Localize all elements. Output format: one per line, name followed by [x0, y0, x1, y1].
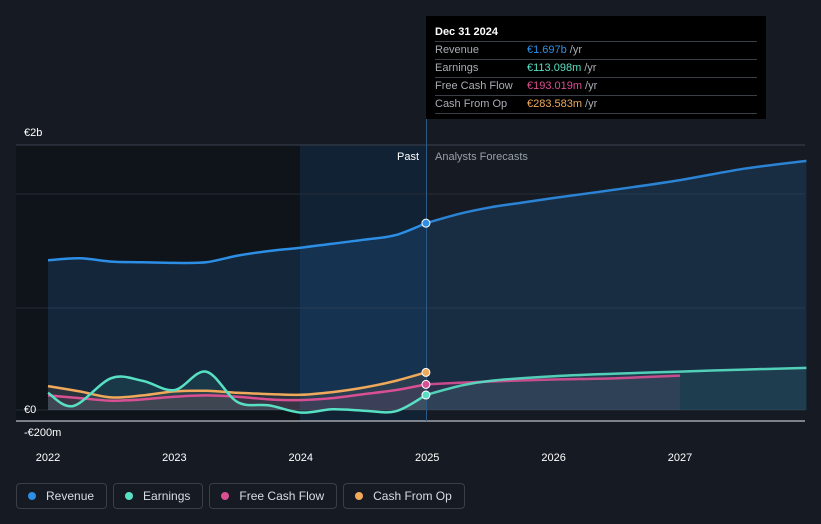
free-cash-flow-area	[48, 375, 680, 410]
past-label: Past	[397, 151, 419, 163]
revenue-marker-dot	[421, 218, 431, 228]
tooltip-value: €1.697b	[527, 44, 567, 56]
free-cash-flow-line-past	[47, 383, 427, 402]
tooltip-value: €193.019m	[527, 80, 583, 92]
x-tick-label: 2022	[36, 452, 60, 464]
tooltip-label: Earnings	[435, 62, 479, 74]
revenue-area	[48, 160, 807, 410]
earnings-marker-dot	[421, 390, 431, 400]
legend-item-free-cash-flow[interactable]: Free Cash Flow	[209, 483, 338, 509]
forecast-label: Analysts Forecasts	[435, 151, 528, 163]
legend: Revenue Earnings Free Cash Flow Cash Fro…	[16, 483, 465, 509]
revenue-line-past	[47, 222, 427, 265]
legend-label: Free Cash Flow	[239, 489, 325, 503]
revenue-line-forecast	[425, 159, 807, 225]
x-tick-label: 2025	[415, 452, 439, 464]
earnings-line-forecast	[425, 366, 807, 397]
legend-dot-icon	[221, 492, 230, 500]
legend-item-cash-from-op[interactable]: Cash From Op	[343, 483, 465, 509]
tooltip-unit: /yr	[569, 44, 582, 56]
y-label-bottom: -€200m	[24, 427, 61, 439]
highlight-band	[300, 145, 427, 421]
tooltip-row-revenue: Revenue €1.697b /yr	[435, 42, 757, 60]
tooltip-value: €113.098m	[527, 62, 582, 74]
x-tick-label: 2027	[668, 452, 692, 464]
tooltip-value: €283.583m	[527, 98, 583, 110]
tooltip-unit: /yr	[584, 62, 597, 74]
tooltip: Dec 31 2024 Revenue €1.697b /yr Earnings…	[426, 16, 766, 119]
free-cash-flow-marker-dot	[421, 379, 431, 389]
tooltip-row-earnings: Earnings €113.098m /yr	[435, 60, 757, 78]
legend-item-revenue[interactable]: Revenue	[16, 483, 108, 509]
free-cash-flow-line-forecast	[425, 374, 681, 386]
cash-from-op-marker-dot	[421, 367, 431, 377]
legend-item-earnings[interactable]: Earnings	[113, 483, 204, 509]
legend-label: Cash From Op	[373, 489, 452, 503]
earnings-line-past	[47, 370, 427, 414]
cash-from-op-line-past	[47, 371, 427, 399]
legend-label: Earnings	[143, 489, 191, 503]
legend-label: Revenue	[46, 489, 95, 503]
tooltip-label: Revenue	[435, 44, 480, 56]
tooltip-label: Free Cash Flow	[435, 80, 513, 92]
legend-dot-icon	[355, 492, 364, 500]
tooltip-row-cash-from-op: Cash From Op €283.583m /yr	[435, 96, 757, 114]
tooltip-unit: /yr	[585, 80, 598, 92]
tooltip-date: Dec 31 2024	[435, 24, 757, 42]
tooltip-row-free-cash-flow: Free Cash Flow €193.019m /yr	[435, 78, 757, 96]
tooltip-label: Cash From Op	[435, 98, 508, 110]
y-label-top: €2b	[24, 127, 42, 139]
legend-dot-icon	[28, 492, 36, 500]
y-label-zero: €0	[24, 404, 36, 416]
x-tick-label: 2023	[162, 452, 186, 464]
x-tick-label: 2024	[289, 452, 313, 464]
x-tick-label: 2026	[541, 452, 565, 464]
tooltip-unit: /yr	[585, 98, 598, 110]
legend-dot-icon	[125, 492, 134, 500]
